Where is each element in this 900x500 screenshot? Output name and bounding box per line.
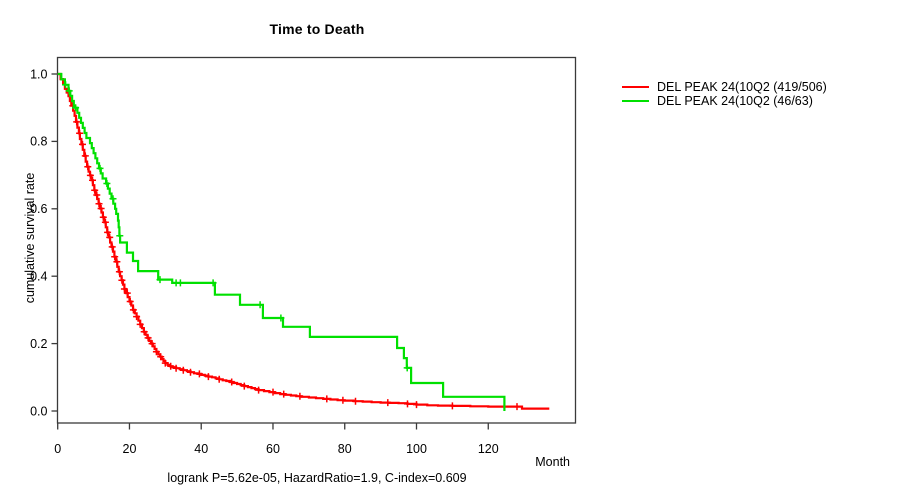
x-tick-label: 100 <box>406 442 427 456</box>
censor-marks <box>69 102 521 411</box>
legend-label: DEL PEAK 24(10Q2 (46/63) <box>657 94 813 108</box>
series-green <box>57 72 506 411</box>
y-tick-label: 0.0 <box>30 404 47 418</box>
series-red <box>57 72 550 411</box>
plot-box <box>56 56 577 424</box>
y-tick-label: 0.4 <box>30 270 47 284</box>
legend-item: DEL PEAK 24(10Q2 (419/506) <box>622 80 827 94</box>
x-axis-title: Month <box>535 455 570 469</box>
x-tick-label: 60 <box>266 442 280 456</box>
censor-marks <box>62 81 411 372</box>
x-tick-label: 0 <box>54 442 61 456</box>
legend-line-red-icon <box>622 86 649 88</box>
legend: DEL PEAK 24(10Q2 (419/506) DEL PEAK 24(1… <box>622 80 827 108</box>
y-axis: 0.0 0.2 0.4 0.6 0.8 1.0 <box>30 67 58 418</box>
x-tick-label: 80 <box>338 442 352 456</box>
y-tick-label: 0.6 <box>30 202 47 216</box>
km-curve <box>57 72 506 411</box>
x-tick-label: 40 <box>194 442 208 456</box>
km-curve <box>57 72 550 410</box>
legend-item: DEL PEAK 24(10Q2 (46/63) <box>622 94 827 108</box>
footer-stats: logrank P=5.62e-05, HazardRatio=1.9, C-i… <box>167 471 467 485</box>
x-tick-label: 20 <box>123 442 137 456</box>
chart-title: Time to Death <box>269 21 365 37</box>
y-tick-label: 0.2 <box>30 337 47 351</box>
legend-line-green-icon <box>622 100 649 102</box>
x-tick-label: 120 <box>478 442 499 456</box>
legend-label: DEL PEAK 24(10Q2 (419/506) <box>657 80 827 94</box>
y-tick-label: 1.0 <box>30 67 47 81</box>
y-tick-label: 0.8 <box>30 135 47 149</box>
y-axis-title: cumulative survival rate <box>23 172 37 304</box>
x-axis: 0 20 40 60 80 100 120 <box>54 423 499 456</box>
